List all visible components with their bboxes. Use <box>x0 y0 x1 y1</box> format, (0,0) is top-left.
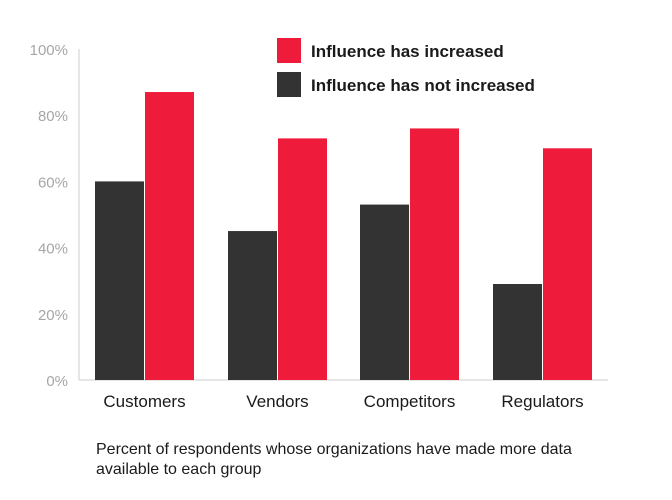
chart-caption: Percent of respondents whose organizatio… <box>96 441 572 478</box>
y-tick-label: 0% <box>46 373 68 390</box>
bar-not-increased-vendors <box>228 231 277 380</box>
legend-swatch <box>277 38 301 63</box>
bar-not-increased-competitors <box>360 204 409 380</box>
category-labels: Customers Vendors Competitors Regulators <box>103 392 583 411</box>
y-tick-label: 40% <box>38 241 68 258</box>
bar-chart: 0% 20% 40% 60% 80% 100% Customers Vendors Compe… <box>30 38 608 411</box>
bar-increased-regulators <box>543 148 592 380</box>
category-label: Regulators <box>501 392 583 411</box>
bar-increased-customers <box>145 92 194 380</box>
y-tick-label: 60% <box>38 174 68 191</box>
bars <box>95 92 592 380</box>
legend: Influence has increased Influence has not… <box>277 38 535 97</box>
category-label: Customers <box>103 392 185 411</box>
y-tick-label: 20% <box>38 307 68 324</box>
bar-increased-vendors <box>278 138 327 380</box>
y-tick-label: 100% <box>30 42 68 59</box>
bar-increased-competitors <box>410 128 459 380</box>
bar-not-increased-regulators <box>493 284 542 380</box>
category-label: Vendors <box>246 392 308 411</box>
category-label: Competitors <box>364 392 456 411</box>
y-tick-labels: 0% 20% 40% 60% 80% 100% <box>30 42 68 390</box>
bar-not-increased-customers <box>95 181 144 380</box>
y-tick-label: 80% <box>38 108 68 125</box>
legend-label: Influence has not increased <box>311 76 535 95</box>
legend-swatch <box>277 72 301 97</box>
legend-label: Influence has increased <box>311 42 504 61</box>
